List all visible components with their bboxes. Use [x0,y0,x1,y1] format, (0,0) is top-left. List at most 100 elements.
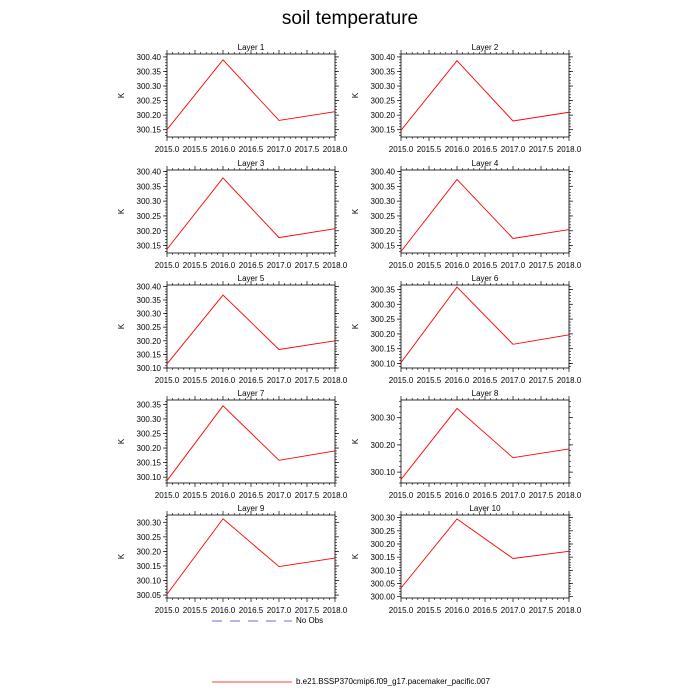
x-tick-label: 2017.5 [529,145,554,154]
x-tick-label: 2017.5 [295,606,320,615]
x-tick-label: 2016.0 [445,606,470,615]
y-tick-label: 300.25 [137,533,162,542]
x-tick-label: 2016.0 [211,491,236,500]
y-axis-label: K [351,208,360,214]
y-tick-label: 300.30 [371,514,396,523]
plot-frame [166,514,336,599]
x-tick-label: 2015.0 [389,491,414,500]
x-tick-label: 2016.5 [239,145,264,154]
y-tick-label: 300.25 [137,97,162,106]
y-tick-label: 300.30 [371,300,396,309]
y-tick-label: 300.35 [137,296,162,305]
y-tick-label: 300.10 [137,577,162,586]
x-tick-label: 2015.5 [417,261,442,270]
y-tick-label: 300.35 [137,182,162,191]
y-tick-label: 300.30 [371,82,396,91]
x-tick-label: 2015.0 [155,261,180,270]
plot-frame [400,284,570,369]
x-tick-label: 2016.0 [445,376,470,385]
series-line [166,405,336,481]
y-axis-label: K [351,438,360,444]
x-tick-label: 2015.0 [389,606,414,615]
panel-layer-5: Layer 5 K 300.10 300.15 300.20 300.25 300.30 30… [117,274,348,385]
x-tick-label: 2015.5 [183,376,208,385]
y-tick-label: 300.15 [371,553,396,562]
plot-frame [166,399,336,484]
series-line [400,60,570,131]
y-tick-label: 300.15 [371,345,396,354]
panel-layer-2: Layer 2 K 300.15 300.20 300.25 300.30 300.35 30… [351,43,582,154]
panel-title: Layer 10 [469,504,501,513]
x-tick-label: 2017.5 [529,606,554,615]
y-tick-label: 300.25 [371,315,396,324]
x-tick-label: 2017.0 [267,376,292,385]
x-tick-label: 2017.5 [529,491,554,500]
y-tick-label: 300.30 [371,414,396,423]
x-tick-label: 2018.0 [323,376,348,385]
x-tick-label: 2016.0 [211,606,236,615]
panel-title: Layer 9 [238,504,265,513]
x-tick-label: 2016.5 [239,261,264,270]
x-tick-label: 2017.0 [267,261,292,270]
x-tick-label: 2018.0 [557,491,582,500]
y-tick-label: 300.35 [137,67,162,76]
x-tick-label: 2015.0 [389,145,414,154]
panel-title: Layer 5 [238,274,265,283]
y-tick-label: 300.25 [371,527,396,536]
legend-model: b.e21.BSSP370cmip6.f09_g17.pacemaker_pac… [212,675,532,689]
legend-no-obs-label: No Obs [296,616,324,625]
x-tick-label: 2017.0 [267,145,292,154]
y-tick-label: 300.20 [371,540,396,549]
x-tick-label: 2015.0 [389,376,414,385]
x-tick-label: 2015.0 [155,145,180,154]
panel-title: Layer 7 [238,389,265,398]
panel-layer-1: Layer 1 K 300.15 300.20 300.25 300.30 300.35 30… [117,43,348,154]
x-tick-label: 2016.0 [445,145,470,154]
x-tick-label: 2018.0 [557,376,582,385]
y-tick-label: 300.40 [371,53,396,62]
panel-layer-3: Layer 3 K 300.15 300.20 300.25 300.30 300.35 30… [117,159,348,270]
plot-frame [400,399,570,484]
y-tick-label: 300.20 [137,227,162,236]
y-tick-label: 300.40 [371,167,396,176]
y-tick-label: 300.25 [371,212,396,221]
panel-layer-9: Layer 9 K 300.05 300.10 300.15 300.20 300.25 30… [117,504,348,615]
y-tick-label: 300.30 [137,518,162,527]
legend-no-obs: No Obs [212,614,372,628]
x-tick-label: 2018.0 [323,261,348,270]
panel-layer-6: Layer 6 K 300.10 300.15 300.20 300.25 300.30 30… [351,274,582,385]
y-tick-label: 300.05 [371,580,396,589]
x-tick-label: 2018.0 [323,491,348,500]
x-tick-label: 2018.0 [557,606,582,615]
y-tick-label: 300.10 [371,468,396,477]
y-tick-label: 300.20 [371,330,396,339]
y-tick-label: 300.30 [137,197,162,206]
x-tick-label: 2015.0 [155,491,180,500]
x-tick-label: 2015.5 [417,376,442,385]
y-tick-label: 300.25 [137,212,162,221]
x-tick-label: 2017.0 [501,491,526,500]
x-tick-label: 2016.5 [239,491,264,500]
x-tick-label: 2016.5 [239,376,264,385]
y-tick-label: 300.20 [137,337,162,346]
x-tick-label: 2016.0 [445,491,470,500]
y-axis-label: K [117,553,126,559]
y-tick-label: 300.15 [137,459,162,468]
x-tick-label: 2016.0 [445,261,470,270]
x-tick-label: 2015.5 [183,261,208,270]
x-tick-label: 2017.5 [295,491,320,500]
y-tick-label: 300.30 [137,415,162,424]
x-tick-label: 2017.5 [529,261,554,270]
plot-frame [400,169,570,254]
panel-title: Layer 8 [472,389,499,398]
panel-title: Layer 2 [472,43,499,52]
y-axis-label: K [117,208,126,214]
x-tick-label: 2017.0 [267,491,292,500]
x-tick-label: 2018.0 [557,145,582,154]
x-tick-label: 2017.5 [295,145,320,154]
plot-frame [166,53,336,138]
x-tick-label: 2015.5 [417,606,442,615]
x-tick-label: 2018.0 [323,145,348,154]
x-tick-label: 2015.0 [155,376,180,385]
